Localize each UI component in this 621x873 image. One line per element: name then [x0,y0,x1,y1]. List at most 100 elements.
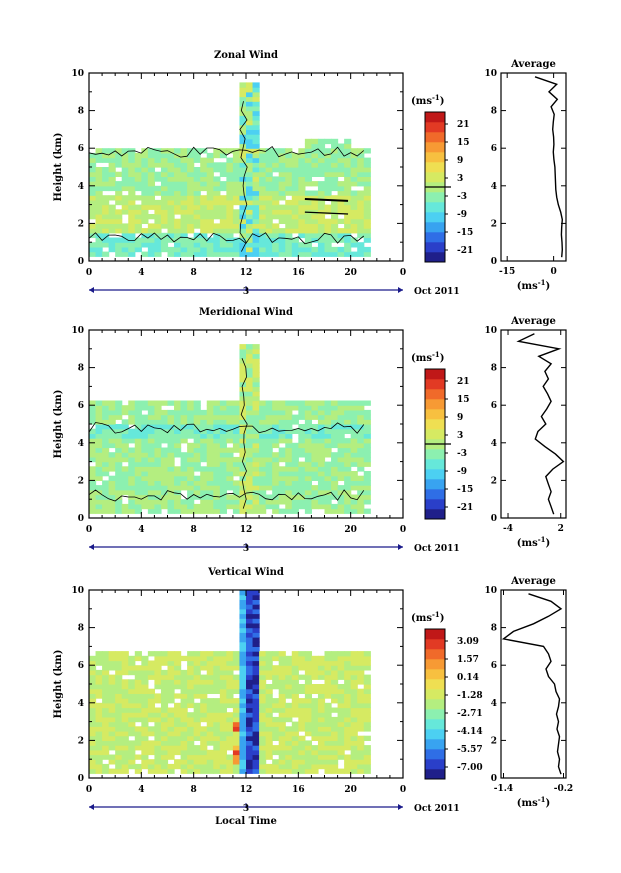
avg-y-tick-label: 4 [491,439,497,449]
date-label: Oct 2011 [414,287,460,297]
x-tick-label: 12 [240,268,253,278]
colorbar-tick-label: 9 [457,156,463,166]
average-x-unit: (ms-1) [517,795,550,809]
y-tick-label: 0 [78,774,84,784]
avg-x-tick-label: 2 [558,524,564,534]
average-x-unit: (ms-1) [517,278,550,292]
colorbar-swatch [425,212,445,223]
colorbar-tick-label: -4.14 [457,727,483,737]
colorbar-swatch [425,469,445,480]
colorbar-swatch [425,409,445,420]
x-tick-label: 0 [86,525,92,535]
x-tick-label: 0 [400,268,406,278]
heatmap-field [89,590,371,774]
y-tick-label: 10 [71,586,84,596]
heatmap-field [88,344,371,514]
avg-y-tick-label: 2 [491,476,497,486]
colorbar: 3.09 1.57 0.14 -1.28 -2.71 -4.14 -5.57 -7.00 (ms… [411,610,483,780]
colorbar-tick-label: 3 [457,431,463,441]
avg-y-tick-label: 0 [491,514,497,524]
y-tick-label: 8 [78,624,84,634]
panel-title: Zonal Wind [214,50,278,61]
colorbar-tick-label: 9 [457,413,463,423]
avg-x-tick-label: -1.4 [494,784,513,794]
avg-y-tick-label: 8 [491,624,497,634]
x-tick-label: 20 [344,268,357,278]
avg-y-tick-label: 10 [484,586,497,596]
colorbar-swatch [425,709,445,720]
date-day: 3 [243,804,249,814]
colorbar-swatch [425,192,445,203]
colorbar-tick-label: -3 [457,449,467,459]
colorbar-tick-label: 0.14 [457,673,479,683]
colorbar-tick-label: 1.57 [457,655,479,665]
y-axis-label: Height (km) [53,133,64,202]
y-axis-label: Height (km) [53,650,64,719]
colorbar-swatch [425,639,445,650]
colorbar-swatch [425,719,445,730]
average-title: Average [510,316,556,327]
colorbar-tick-label: -7.00 [457,763,483,773]
colorbar-swatch [425,242,445,253]
colorbar-tick-label: 21 [457,377,470,387]
avg-x-tick-label: 0 [550,267,556,277]
y-tick-label: 2 [78,736,84,746]
average-line [534,76,564,258]
colorbar-swatch [425,132,445,143]
x-axis: 0 4 8 12 16 20 0 [86,73,406,278]
y-axis: 0 2 4 6 8 10 [71,69,403,267]
average-frame [500,72,567,262]
x-axis: 0 4 8 12 16 20 0 [86,590,406,795]
avg-x-tick-label: -0.2 [554,784,573,794]
average-title: Average [510,59,556,70]
date-axis: 3 Oct 2011 [89,286,460,297]
avg-y-tick-label: 6 [491,661,497,671]
date-day: 3 [243,287,249,297]
avg-y-tick-label: 8 [491,364,497,374]
avg-y-tick-label: 8 [491,107,497,117]
y-tick-label: 8 [78,364,84,374]
colorbar-swatch [425,479,445,490]
y-tick-label: 6 [78,144,84,154]
colorbar-tick-label: -1.28 [457,691,483,701]
colorbar-swatch [425,669,445,680]
colorbar-swatch [425,459,445,470]
colorbar-tick-label: -9 [457,210,467,220]
y-tick-label: 4 [78,699,84,709]
avg-y-tick-label: 2 [491,219,497,229]
colorbar-swatch [425,429,445,440]
x-tick-label: 4 [138,785,144,795]
panel-title: Meridional Wind [199,307,293,318]
avg-y-tick-label: 10 [484,69,497,79]
colorbar-unit: (ms-1) [411,610,444,624]
colorbar-tick-label: -3 [457,192,467,202]
average-line [516,333,565,515]
y-tick-label: 6 [78,661,84,671]
avg-x-tick-label: -15 [499,267,515,277]
heatmap-field [88,82,371,257]
colorbar-swatch [425,729,445,740]
colorbar-swatch [425,369,445,380]
date-label: Oct 2011 [414,544,460,554]
colorbar-swatch [425,699,445,710]
colorbar-tick-label: -21 [457,503,473,513]
colorbar-tick-label: -15 [457,228,473,238]
x-tick-label: 0 [86,785,92,795]
y-axis-label: Height (km) [53,390,64,459]
date-day: 3 [243,544,249,554]
x-tick-label: 12 [240,525,253,535]
y-axis: 0 2 4 6 8 10 [71,586,403,784]
colorbar-swatch [425,629,445,640]
colorbar-tick-label: -2.71 [457,709,483,719]
colorbar-swatch [425,419,445,430]
x-tick-label: 0 [400,525,406,535]
colorbar-tick-label: 3.09 [457,637,479,647]
colorbar-swatch [425,509,445,520]
colorbar-swatch [425,122,445,133]
x-tick-label: 8 [191,525,197,535]
average-profile: 0 2 4 6 8 10 -4 2 Average (ms-1) [484,316,567,549]
y-tick-label: 2 [78,219,84,229]
